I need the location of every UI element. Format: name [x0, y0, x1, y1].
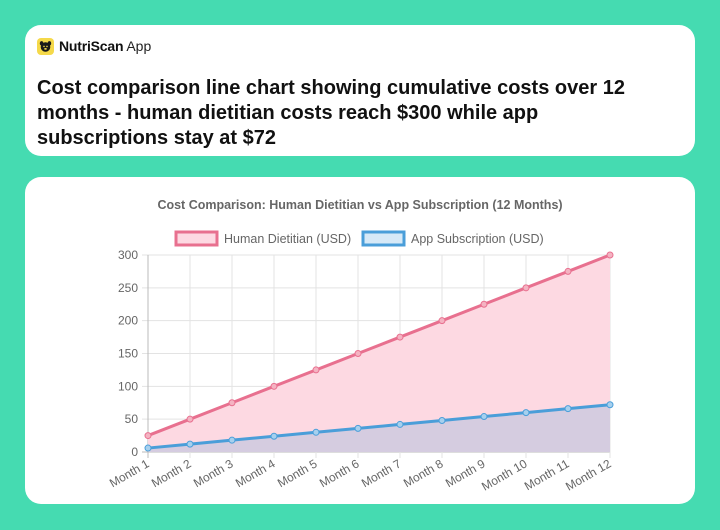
data-point — [228, 399, 236, 407]
line-chart: Cost Comparison: Human Dietitian vs App … — [107, 198, 614, 494]
data-point — [396, 420, 404, 428]
data-point — [144, 432, 152, 440]
y-tick-label: 150 — [118, 347, 138, 361]
series-area — [148, 255, 610, 452]
x-tick-label: Month 2 — [149, 456, 194, 490]
data-point — [144, 444, 152, 452]
data-point — [522, 284, 530, 292]
chart-legend: Human Dietitian (USD) App Subscription (U… — [174, 230, 544, 247]
legend-label: Human Dietitian (USD) — [224, 232, 351, 246]
x-tick-label: Month 4 — [233, 456, 278, 490]
x-tick-label: Month 7 — [359, 456, 404, 490]
series-line — [147, 253, 611, 437]
y-tick-label: 300 — [118, 248, 138, 262]
series-line — [147, 403, 611, 450]
data-point — [522, 409, 530, 417]
data-point — [270, 432, 278, 440]
x-tick-label: Month 1 — [107, 456, 152, 490]
y-tick-label: 50 — [125, 412, 139, 426]
data-point — [354, 424, 362, 432]
data-point — [270, 382, 278, 390]
x-tick-label: Month 6 — [317, 456, 362, 490]
chart-title: Cost Comparison: Human Dietitian vs App … — [157, 198, 562, 212]
y-tick-label: 250 — [118, 281, 138, 295]
dog-face-icon — [37, 37, 54, 55]
data-point — [438, 416, 446, 424]
y-tick-label: 200 — [118, 314, 138, 328]
headline: Cost comparison line chart showing cumul… — [37, 77, 625, 149]
data-point — [186, 440, 194, 448]
data-point — [228, 436, 236, 444]
data-point — [480, 413, 488, 421]
legend-swatch — [361, 230, 406, 247]
x-tick-label: Month 10 — [479, 456, 530, 493]
data-point — [354, 350, 362, 357]
x-tick-label: Month 3 — [191, 456, 236, 490]
brand: NutriScan App — [37, 37, 683, 55]
x-tick-label: Month 5 — [275, 456, 320, 490]
data-point — [606, 401, 614, 409]
legend-label: App Subscription (USD) — [411, 232, 544, 246]
x-tick-label: Month 11 — [522, 456, 572, 493]
brand-suffix: App — [126, 38, 152, 54]
y-tick-label: 0 — [131, 445, 138, 459]
data-point — [396, 333, 404, 341]
x-tick-label: Month 8 — [401, 456, 446, 490]
data-point — [312, 428, 320, 436]
chart-series — [144, 251, 614, 452]
chart-card: Cost Comparison: Human Dietitian vs App … — [25, 177, 695, 504]
data-point — [186, 415, 194, 423]
data-point — [564, 405, 572, 413]
data-point — [606, 251, 614, 259]
data-point — [564, 267, 572, 275]
x-tick-label: Month 12 — [563, 456, 614, 493]
y-axis: 0 50 100 150 200 250 300 — [118, 248, 138, 459]
brand-name: NutriScan — [59, 38, 124, 54]
data-point — [480, 300, 488, 308]
data-point — [312, 366, 320, 374]
y-tick-label: 100 — [118, 379, 138, 393]
legend-swatch — [174, 230, 219, 247]
header-card: NutriScan App Cost comparison line chart… — [25, 25, 695, 156]
data-point — [438, 317, 446, 325]
